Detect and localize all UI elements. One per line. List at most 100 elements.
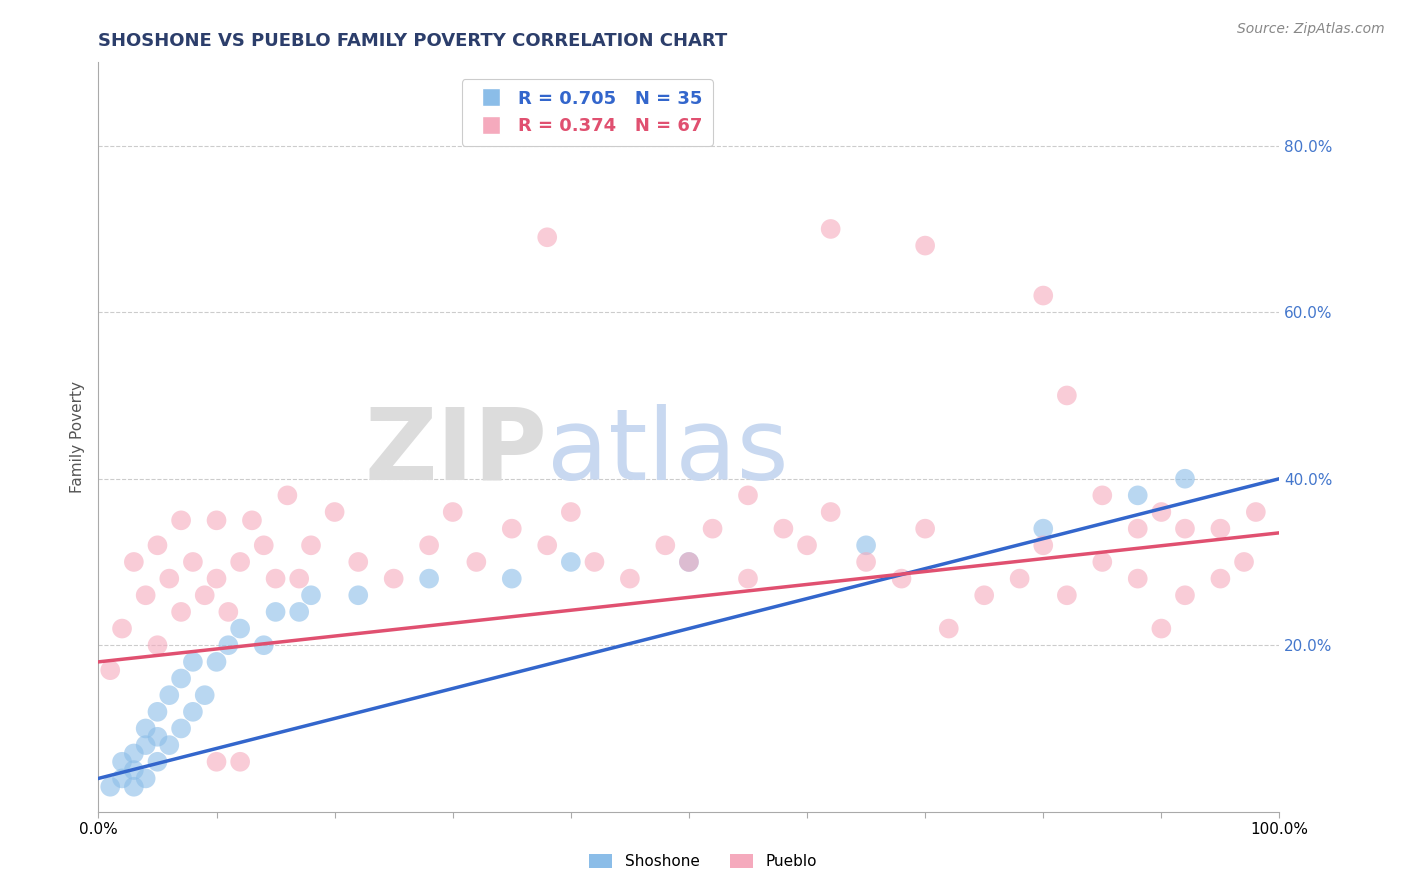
- Point: [264, 572, 287, 586]
- Point: [135, 588, 157, 602]
- Point: [855, 538, 877, 552]
- Point: [205, 655, 228, 669]
- Point: [111, 772, 134, 786]
- Point: [347, 555, 370, 569]
- Point: [1233, 555, 1256, 569]
- Point: [299, 588, 322, 602]
- Point: [914, 522, 936, 536]
- Point: [418, 572, 440, 586]
- Point: [1209, 572, 1232, 586]
- Point: [772, 522, 794, 536]
- Point: [111, 755, 134, 769]
- Point: [205, 513, 228, 527]
- Point: [276, 488, 298, 502]
- Point: [1150, 622, 1173, 636]
- Point: [194, 588, 217, 602]
- Point: [253, 638, 276, 652]
- Point: [654, 538, 676, 552]
- Point: [737, 572, 759, 586]
- Point: [619, 572, 641, 586]
- Point: [146, 755, 169, 769]
- Point: [157, 738, 180, 752]
- Point: [146, 538, 169, 552]
- Point: [122, 780, 145, 794]
- Point: [135, 722, 157, 736]
- Point: [973, 588, 995, 602]
- Point: [1056, 388, 1078, 402]
- Point: [229, 555, 252, 569]
- Point: [1150, 505, 1173, 519]
- Point: [678, 555, 700, 569]
- Point: [253, 538, 276, 552]
- Point: [441, 505, 464, 519]
- Text: atlas: atlas: [547, 403, 789, 500]
- Point: [217, 605, 239, 619]
- Point: [299, 538, 322, 552]
- Point: [98, 663, 121, 677]
- Point: [465, 555, 488, 569]
- Point: [157, 688, 180, 702]
- Text: Source: ZipAtlas.com: Source: ZipAtlas.com: [1237, 22, 1385, 37]
- Point: [382, 572, 405, 586]
- Point: [135, 738, 157, 752]
- Point: [890, 572, 912, 586]
- Point: [1032, 288, 1054, 302]
- Point: [1091, 555, 1114, 569]
- Point: [938, 622, 960, 636]
- Point: [122, 747, 145, 761]
- Point: [170, 513, 193, 527]
- Point: [194, 688, 217, 702]
- Legend: Shoshone, Pueblo: Shoshone, Pueblo: [583, 848, 823, 875]
- Point: [135, 772, 157, 786]
- Point: [1126, 572, 1149, 586]
- Point: [1126, 522, 1149, 536]
- Point: [229, 622, 252, 636]
- Legend: R = 0.705   N = 35, R = 0.374   N = 67: R = 0.705 N = 35, R = 0.374 N = 67: [461, 79, 713, 145]
- Point: [583, 555, 606, 569]
- Point: [1091, 488, 1114, 502]
- Point: [122, 555, 145, 569]
- Point: [560, 505, 582, 519]
- Point: [1008, 572, 1031, 586]
- Y-axis label: Family Poverty: Family Poverty: [69, 381, 84, 493]
- Point: [157, 572, 180, 586]
- Point: [217, 638, 239, 652]
- Point: [418, 538, 440, 552]
- Point: [1174, 522, 1197, 536]
- Point: [914, 238, 936, 252]
- Point: [678, 555, 700, 569]
- Point: [855, 555, 877, 569]
- Point: [98, 780, 121, 794]
- Point: [820, 222, 842, 236]
- Point: [240, 513, 263, 527]
- Point: [323, 505, 346, 519]
- Point: [146, 730, 169, 744]
- Point: [1056, 588, 1078, 602]
- Text: SHOSHONE VS PUEBLO FAMILY POVERTY CORRELATION CHART: SHOSHONE VS PUEBLO FAMILY POVERTY CORREL…: [98, 32, 728, 50]
- Point: [347, 588, 370, 602]
- Point: [1244, 505, 1267, 519]
- Point: [146, 705, 169, 719]
- Point: [702, 522, 724, 536]
- Point: [288, 605, 311, 619]
- Point: [536, 538, 558, 552]
- Point: [229, 755, 252, 769]
- Point: [170, 722, 193, 736]
- Point: [1174, 588, 1197, 602]
- Point: [1032, 522, 1054, 536]
- Point: [737, 488, 759, 502]
- Point: [1174, 472, 1197, 486]
- Point: [501, 572, 523, 586]
- Point: [170, 672, 193, 686]
- Point: [1032, 538, 1054, 552]
- Point: [560, 555, 582, 569]
- Point: [205, 572, 228, 586]
- Point: [820, 505, 842, 519]
- Point: [796, 538, 818, 552]
- Point: [181, 705, 204, 719]
- Point: [122, 763, 145, 777]
- Point: [264, 605, 287, 619]
- Point: [501, 522, 523, 536]
- Point: [181, 655, 204, 669]
- Point: [1209, 522, 1232, 536]
